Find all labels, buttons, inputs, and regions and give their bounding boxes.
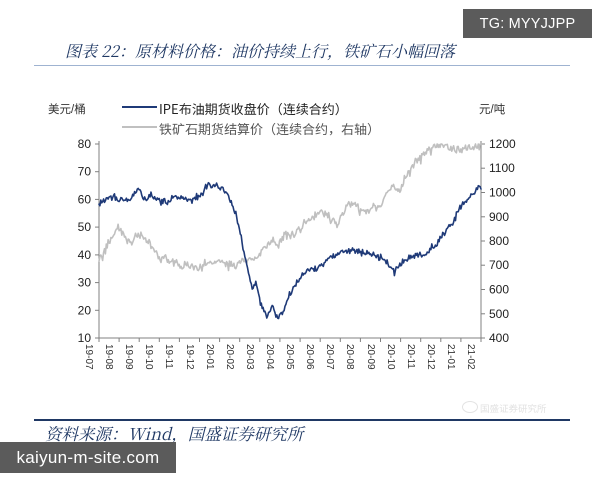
svg-text:50: 50 (78, 220, 92, 234)
svg-text:700: 700 (489, 258, 509, 272)
svg-text:900: 900 (489, 210, 509, 224)
svg-text:400: 400 (489, 331, 509, 345)
svg-text:800: 800 (489, 234, 509, 248)
svg-text:60: 60 (78, 192, 92, 206)
svg-text:30: 30 (78, 276, 92, 290)
svg-text:500: 500 (489, 307, 509, 321)
svg-text:40: 40 (78, 248, 92, 262)
svg-text:1200: 1200 (489, 137, 516, 151)
svg-text:80: 80 (78, 137, 92, 151)
svg-text:20: 20 (78, 303, 92, 317)
svg-text:70: 70 (78, 165, 92, 179)
svg-text:10: 10 (78, 331, 92, 345)
svg-text:1100: 1100 (489, 161, 515, 175)
svg-text:600: 600 (489, 283, 509, 297)
svg-text:1000: 1000 (489, 186, 516, 200)
